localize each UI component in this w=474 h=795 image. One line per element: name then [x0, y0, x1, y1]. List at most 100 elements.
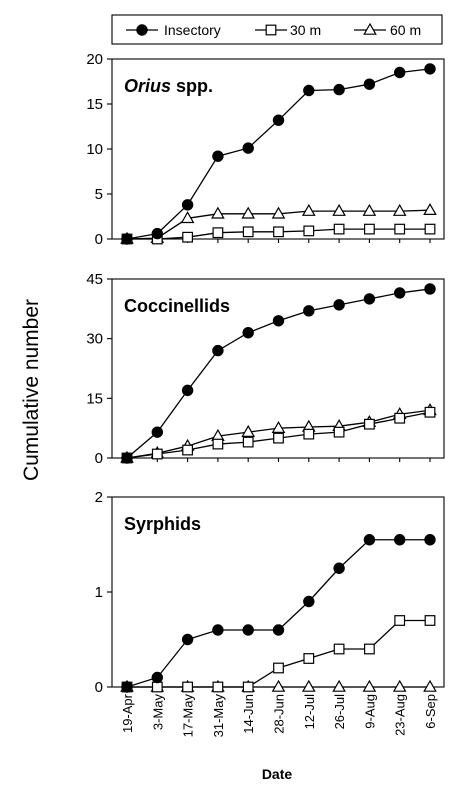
data-point — [181, 199, 194, 211]
x-tick-label: 19-Apr — [120, 693, 135, 733]
legend-marker-30-m — [265, 24, 277, 36]
y-tick-label: 0 — [95, 450, 103, 467]
data-point — [241, 424, 256, 437]
series-60-m — [120, 679, 437, 692]
data-point — [182, 444, 194, 456]
x-tick-label: 17-May — [181, 694, 196, 738]
y-tick-label: 0 — [95, 231, 103, 248]
legend-entry-60-m: 60 m — [354, 22, 421, 38]
legend-marker-insectory — [136, 24, 148, 36]
data-point — [121, 233, 133, 245]
legend-label-30-m: 30 m — [290, 22, 321, 38]
data-point — [332, 203, 346, 216]
panel-title: Syrphids — [124, 514, 201, 534]
x-tick-label: 3-May — [150, 694, 165, 731]
legend: Insectory 30 m 60 m — [111, 14, 443, 45]
data-point — [333, 426, 345, 438]
data-point — [424, 283, 436, 295]
data-point — [333, 562, 345, 574]
panel-title: Orius spp. — [124, 76, 213, 96]
legend-label-60-m: 60 m — [390, 22, 421, 38]
y-tick-label: 15 — [86, 390, 103, 407]
data-point — [212, 438, 224, 450]
data-point — [212, 150, 224, 162]
data-point — [121, 681, 133, 693]
data-point — [424, 63, 436, 75]
data-point — [212, 227, 224, 239]
data-point — [273, 226, 284, 238]
data-point — [394, 223, 406, 235]
data-point — [181, 384, 194, 397]
chart-panels: 0 5 10 15 20 Orius spp. 0 15 30 45 Coccinellids 0 1 2… — [86, 51, 445, 696]
data-point — [273, 432, 284, 444]
data-point — [181, 633, 194, 646]
data-point — [212, 624, 224, 636]
y-tick-label: 30 — [86, 331, 103, 348]
panel-coccinellids: 0 15 30 45 Coccinellids — [86, 271, 445, 467]
data-point — [424, 534, 436, 546]
series-insectory — [121, 283, 436, 464]
data-point — [211, 206, 225, 219]
data-point — [151, 448, 163, 460]
y-tick-label: 2 — [95, 489, 103, 506]
data-point — [242, 226, 254, 238]
data-point — [303, 428, 315, 440]
series-insectory — [121, 534, 436, 693]
y-tick-label: 45 — [86, 271, 103, 288]
x-tick-label: 31-May — [211, 694, 226, 738]
data-point — [182, 231, 194, 243]
data-point — [242, 327, 254, 339]
data-point — [364, 223, 375, 235]
data-point — [424, 406, 436, 418]
legend-marker-60-m — [363, 22, 377, 35]
data-point — [303, 595, 315, 608]
data-point — [394, 287, 406, 299]
data-point — [392, 203, 407, 216]
panel-syrphids: 0 1 2 Syrphids — [95, 489, 445, 696]
data-point — [333, 223, 345, 235]
data-point — [394, 412, 406, 424]
data-point — [212, 344, 224, 357]
data-point — [272, 315, 285, 327]
data-point — [333, 643, 345, 655]
legend-entry-30-m: 30 m — [255, 22, 321, 38]
data-point — [303, 305, 315, 317]
y-tick-label: 10 — [86, 141, 103, 158]
data-point — [363, 78, 376, 90]
data-point — [151, 681, 163, 693]
data-point — [212, 681, 224, 693]
series-insectory — [121, 63, 436, 245]
y-axis-label: Cumulative number — [20, 299, 43, 481]
data-point — [394, 534, 406, 546]
data-point — [363, 534, 376, 546]
y-tick-label: 15 — [86, 96, 103, 113]
x-tick-labels: 19-Apr 3-May 17-May 31-May 14-Jun 28-Jun 12-Ju… — [120, 693, 438, 737]
data-point — [182, 681, 194, 693]
data-point — [333, 83, 345, 96]
data-point — [242, 142, 254, 154]
x-tick-label: 6-Sep — [423, 694, 438, 729]
data-point — [394, 66, 406, 79]
data-point — [151, 227, 164, 240]
data-point — [271, 420, 286, 433]
y-tick-label: 20 — [86, 51, 103, 68]
data-point — [242, 681, 254, 693]
data-point — [392, 679, 407, 692]
x-tick-label: 23-Aug — [393, 694, 408, 736]
data-point — [364, 418, 375, 430]
data-point — [151, 671, 164, 684]
data-point — [241, 206, 256, 219]
data-point — [363, 293, 376, 305]
x-tick-label: 9-Aug — [362, 694, 377, 729]
x-tick-label: 28-Jun — [272, 694, 287, 734]
y-tick-label: 1 — [95, 584, 103, 601]
data-point — [362, 679, 377, 692]
data-point — [333, 299, 345, 311]
panel-orius: 0 5 10 15 20 Orius spp. — [86, 51, 445, 248]
data-point — [301, 203, 316, 216]
data-point — [301, 679, 316, 692]
data-point — [272, 624, 285, 636]
data-point — [424, 615, 436, 626]
x-tick-label: 14-Jun — [241, 694, 256, 734]
